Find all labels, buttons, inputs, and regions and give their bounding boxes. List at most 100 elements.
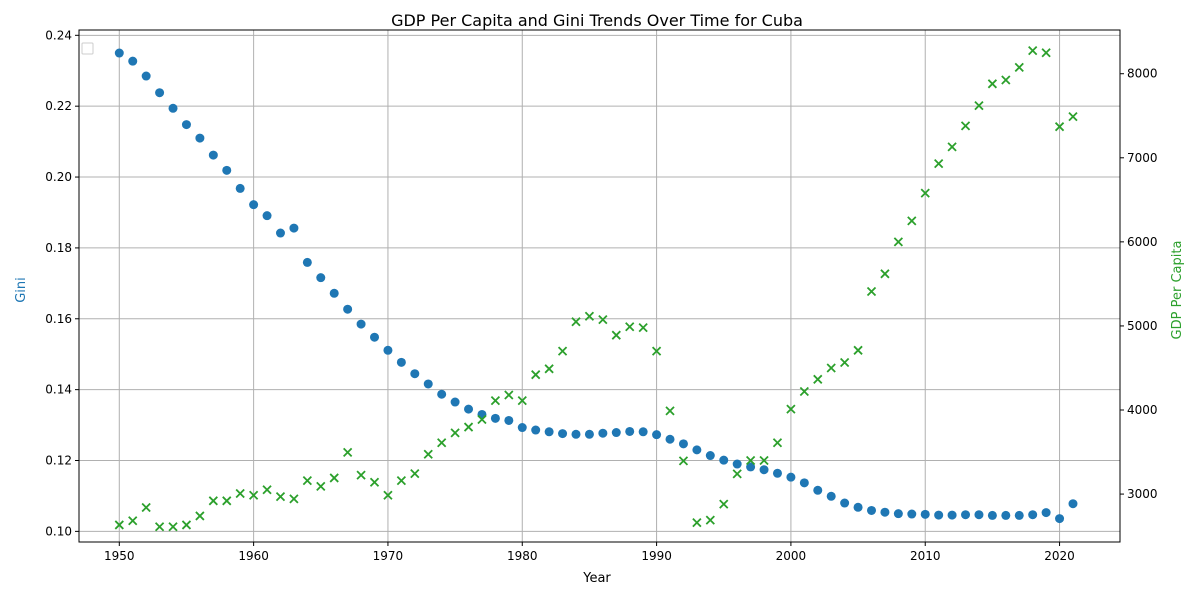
gdp-point — [598, 314, 608, 325]
gini-point — [934, 510, 944, 520]
y-left-tick-label: 0.22 — [45, 99, 72, 113]
y-left-axis: 0.10 0.12 0.14 0.16 0.18 0.20 0.22 0.24 — [45, 28, 79, 538]
gini-point — [584, 429, 594, 439]
gdp-point — [168, 522, 178, 532]
x-tick-label: 1950 — [104, 549, 135, 563]
gini-point — [853, 502, 863, 512]
gini-point — [598, 428, 608, 438]
gdp-point — [920, 188, 930, 198]
gdp-point — [584, 311, 595, 321]
gini-point — [517, 423, 527, 433]
gdp-point — [289, 494, 299, 504]
gini-point — [1001, 510, 1011, 520]
gdp-point — [960, 121, 971, 131]
gdp-point — [383, 490, 393, 500]
gdp-point — [141, 502, 151, 513]
y-right-tick-label: 4000 — [1127, 403, 1158, 417]
gini-point — [302, 257, 312, 267]
gdp-point — [490, 396, 501, 406]
x-tick-label: 2000 — [776, 549, 807, 563]
gdp-point — [907, 216, 917, 226]
gdp-point — [799, 386, 809, 397]
gini-point — [410, 369, 420, 379]
y-left-tick-label: 0.24 — [45, 28, 72, 42]
gini-point — [678, 439, 688, 449]
gdp-point — [732, 469, 742, 479]
y-right-tick-label: 6000 — [1127, 235, 1158, 249]
gdp-point — [208, 496, 218, 506]
gini-point — [893, 509, 903, 519]
y-right-tick-label: 3000 — [1127, 487, 1158, 501]
gdp-point — [262, 485, 272, 495]
gdp-point — [893, 237, 904, 247]
gini-point — [262, 211, 272, 221]
gdp-point — [248, 490, 259, 500]
gini-point — [974, 510, 984, 520]
gdp-point — [1041, 48, 1051, 58]
gini-point — [235, 183, 245, 193]
gini-point — [1055, 514, 1065, 524]
gdp-point — [222, 496, 232, 506]
gini-point — [289, 223, 299, 233]
gdp-point — [356, 470, 366, 480]
gini-point — [396, 357, 406, 367]
gini-point — [786, 472, 796, 482]
gini-point — [732, 459, 742, 469]
gini-point — [746, 462, 756, 472]
x-axis-title: Year — [582, 571, 611, 586]
y-right-tick-label: 7000 — [1127, 151, 1158, 165]
gdp-point — [114, 520, 124, 530]
gdp-point — [128, 516, 138, 526]
y-left-tick-label: 0.12 — [45, 454, 72, 468]
gini-point — [437, 389, 447, 399]
gini-point — [168, 103, 178, 113]
gdp-point — [423, 449, 433, 459]
gini-point — [329, 288, 339, 298]
gini-point — [383, 345, 393, 355]
gdp-point — [275, 491, 286, 502]
gini-point — [181, 120, 191, 130]
y-right-tick-label: 5000 — [1127, 319, 1158, 333]
gdp-point — [302, 475, 312, 486]
gini-point — [813, 485, 823, 495]
gdp-point — [692, 518, 702, 528]
gdp-point — [410, 469, 420, 479]
gini-point — [867, 505, 877, 515]
gdp-point — [853, 345, 863, 355]
gini-point — [128, 56, 138, 66]
gini-point — [423, 379, 433, 389]
gdp-point — [611, 330, 621, 340]
gdp-point — [396, 475, 407, 486]
gdp-point — [826, 363, 836, 373]
gdp-point — [450, 428, 460, 438]
gdp-point — [772, 438, 783, 448]
gini-point — [987, 510, 997, 520]
gdp-point — [786, 404, 796, 414]
gdp-point — [866, 286, 877, 297]
x-tick-label: 1960 — [238, 549, 269, 563]
y-left-tick-label: 0.20 — [45, 170, 72, 184]
gdp-point — [343, 447, 353, 458]
gini-point — [370, 332, 380, 342]
gini-point — [840, 498, 850, 508]
y-left-tick-label: 0.18 — [45, 241, 72, 255]
gdp-point — [1001, 75, 1011, 85]
gdp-series — [114, 45, 1078, 532]
gini-point — [531, 425, 541, 435]
gdp-point — [437, 438, 447, 448]
gdp-point — [463, 422, 474, 432]
gini-point — [450, 397, 460, 407]
gdp-point — [1054, 122, 1065, 132]
gini-point — [155, 88, 165, 98]
gini-point — [316, 273, 326, 283]
gini-point — [772, 468, 782, 478]
gdp-point — [974, 101, 984, 111]
x-tick-label: 1990 — [641, 549, 672, 563]
y-right-axis-title: GDP Per Capita — [1170, 241, 1185, 340]
gini-point — [880, 507, 890, 517]
x-tick-label: 1980 — [507, 549, 538, 563]
x-tick-label: 2020 — [1044, 549, 1075, 563]
gdp-point — [477, 414, 487, 425]
gini-point — [222, 165, 232, 175]
